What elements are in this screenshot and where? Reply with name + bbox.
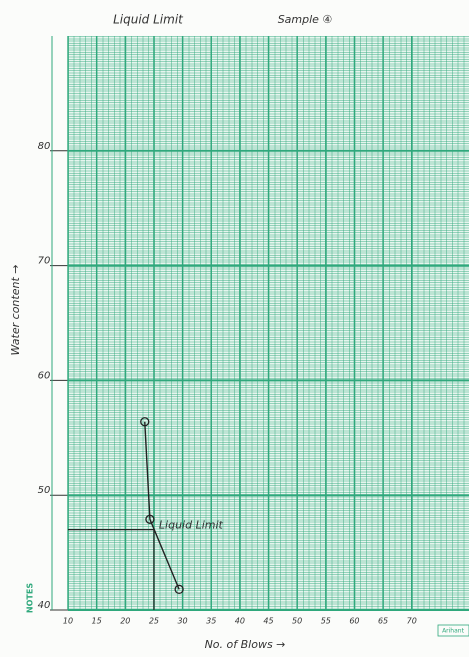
y-tick-label: 70 (38, 256, 51, 267)
x-tick-label: 40 (235, 617, 245, 626)
x-tick-label: 15 (92, 617, 102, 626)
x-tick-label: 30 (177, 617, 187, 626)
x-tick-label: 35 (206, 617, 216, 626)
x-tick-label: 45 (263, 617, 273, 626)
data-point (145, 514, 155, 524)
chart-subtitle: Sample ④ (278, 13, 333, 26)
data-line (144, 421, 180, 590)
data-point (140, 417, 150, 427)
y-tick-label: 80 (38, 141, 51, 152)
x-tick-label: 20 (120, 617, 130, 626)
x-axis-label: No. of Blows → (205, 638, 286, 651)
margin-note: NOTES (26, 583, 35, 613)
x-tick-label: 50 (292, 617, 302, 626)
x-tick-label: 70 (407, 617, 417, 626)
data-point (174, 584, 184, 594)
y-tick-label: 60 (38, 370, 51, 381)
brand-box (437, 624, 469, 637)
annotation-text: Liquid Limit (159, 519, 224, 532)
x-tick-label: 10 (63, 617, 73, 626)
x-tick-label: 65 (378, 617, 388, 626)
x-tick-label: 60 (349, 617, 359, 626)
x-tick-label: 25 (149, 617, 159, 626)
y-tick-label: 50 (38, 485, 51, 496)
chart-title: Liquid Limit (113, 13, 184, 27)
brand: Arihant (442, 628, 465, 635)
y-axis-label: Water content → (9, 265, 22, 356)
x-tick-label: 55 (321, 617, 331, 626)
y-tick-label: 40 (38, 600, 51, 611)
